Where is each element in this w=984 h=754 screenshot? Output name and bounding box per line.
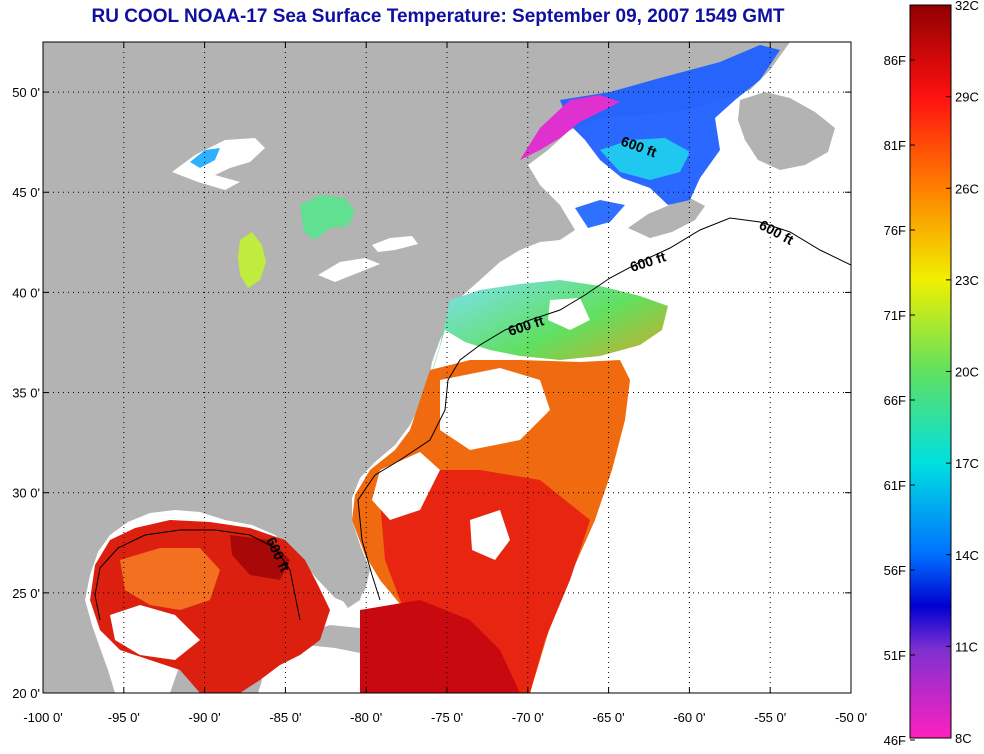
sst-caribbean-deep bbox=[360, 600, 520, 693]
colorbar-fahrenheit-label: 86F bbox=[884, 53, 906, 68]
sst-gulf-darkred bbox=[230, 535, 290, 580]
sst-scotian-cyan bbox=[600, 138, 690, 180]
colorbar-celsius-label: 14C bbox=[955, 548, 979, 563]
x-axis: -100 0' -95 0' -90 0' -85 0' -80 0' -75 0' -70… bbox=[23, 42, 867, 725]
cloud-gap bbox=[110, 605, 200, 660]
y-tick-label: 45 0' bbox=[12, 185, 40, 200]
x-tick-label: -70 0' bbox=[512, 710, 544, 725]
colorbar-celsius-label: 8C bbox=[955, 731, 972, 746]
colorbar-labels: 32C 29C 26C 23C 20C 17C 14C 11C 8C 86F 81F 76F 71F 66… bbox=[884, 0, 979, 748]
y-tick-label: 20 0' bbox=[12, 686, 40, 701]
x-tick-label: -80 0' bbox=[350, 710, 382, 725]
colorbar bbox=[909, 4, 952, 739]
lake-michigan bbox=[238, 232, 266, 288]
colorbar-fahrenheit-label: 71F bbox=[884, 308, 906, 323]
x-tick-label: -60 0' bbox=[673, 710, 705, 725]
x-tick-label: -95 0' bbox=[108, 710, 140, 725]
colorbar-celsius-label: 32C bbox=[955, 0, 979, 13]
colorbar-celsius-label: 29C bbox=[955, 90, 979, 105]
lake-erie bbox=[318, 258, 380, 282]
x-tick-label: -75 0' bbox=[431, 710, 463, 725]
land-nova-scotia bbox=[628, 198, 705, 238]
gridlines bbox=[43, 42, 851, 693]
y-tick-label: 35 0' bbox=[12, 386, 40, 401]
sst-gulf-orange bbox=[120, 548, 220, 610]
land-florida bbox=[318, 512, 368, 608]
colorbar-celsius-label: 23C bbox=[955, 273, 979, 288]
colorbar-celsius-label: 17C bbox=[955, 456, 979, 471]
x-tick-label: -65 0' bbox=[593, 710, 625, 725]
sst-shelf-swath bbox=[425, 280, 668, 395]
cloud-gap bbox=[470, 510, 510, 560]
sst-estuary-magenta bbox=[520, 95, 620, 160]
lake-ontario bbox=[372, 236, 418, 252]
isobath-600ft bbox=[357, 217, 851, 601]
sst-gulf-maine-blue bbox=[575, 200, 625, 228]
colorbar-fahrenheit-label: 56F bbox=[884, 563, 906, 578]
colorbar-fahrenheit-label: 81F bbox=[884, 138, 906, 153]
y-tick-label: 40 0' bbox=[12, 285, 40, 300]
x-tick-label: -55 0' bbox=[754, 710, 786, 725]
x-tick-label: -100 0' bbox=[23, 710, 62, 725]
colorbar-fahrenheit-label: 76F bbox=[884, 223, 906, 238]
x-tick-label: -85 0' bbox=[269, 710, 301, 725]
cloud-gap bbox=[372, 452, 440, 520]
map-title: RU COOL NOAA-17 Sea Surface Temperature:… bbox=[91, 6, 785, 27]
isobath-600ft-gulf bbox=[94, 529, 301, 621]
lake-superior bbox=[172, 138, 265, 190]
colorbar-fahrenheit-label: 46F bbox=[884, 733, 906, 748]
colorbar-fahrenheit-label: 61F bbox=[884, 478, 906, 493]
x-tick-label: -50 0' bbox=[835, 710, 867, 725]
colorbar-fahrenheit-label: 66F bbox=[884, 393, 906, 408]
land-newfoundland bbox=[738, 92, 835, 170]
x-tick-label: -90 0' bbox=[189, 710, 221, 725]
y-tick-label: 25 0' bbox=[12, 586, 40, 601]
y-tick-label: 50 0' bbox=[12, 85, 40, 100]
colorbar-celsius-label: 26C bbox=[955, 181, 979, 196]
colorbar-fahrenheit-label: 51F bbox=[884, 648, 906, 663]
colorbar-celsius-label: 11C bbox=[955, 639, 978, 654]
y-tick-label: 30 0' bbox=[12, 486, 40, 501]
lake-huron bbox=[300, 195, 355, 240]
cloud-gap bbox=[440, 368, 550, 450]
land-north-america bbox=[43, 42, 790, 693]
cloud-gap bbox=[548, 298, 590, 330]
colorbar-celsius-label: 20C bbox=[955, 365, 979, 380]
y-axis: 20 0' 25 0' 30 0' 35 0' 40 0' 45 0' 50 0' bbox=[12, 85, 851, 701]
